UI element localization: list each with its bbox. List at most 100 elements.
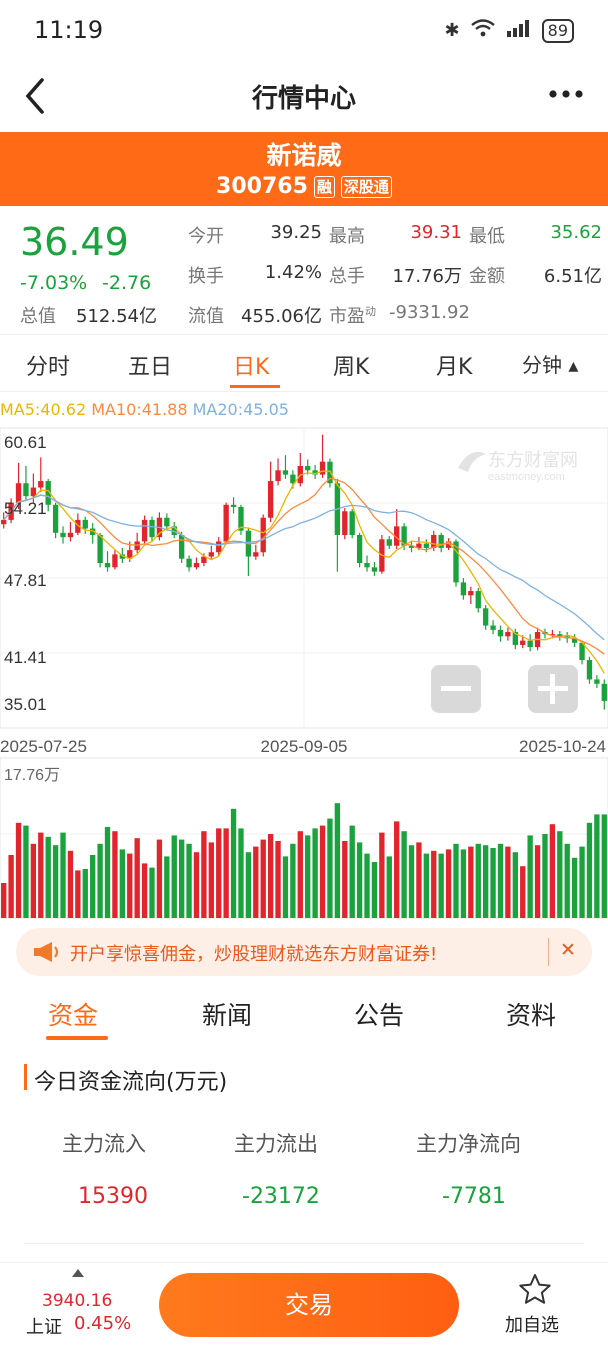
volume-bar: [579, 846, 585, 918]
candle: [1, 512, 7, 529]
candle: [282, 455, 289, 479]
quote-panel: 36.49 -7.03% -2.76 总值 512.54亿 今开 39.25 最…: [0, 206, 608, 334]
volume-bar: [394, 821, 400, 918]
volume-bar: [45, 836, 51, 918]
y-tick-label: 54.21: [4, 499, 47, 518]
turnover-label: 换手: [188, 266, 224, 287]
active-tab-underline: [230, 385, 280, 388]
candle: [238, 504, 244, 535]
pe-value: -9331.92: [389, 302, 470, 323]
y-tick-label: 60.61: [4, 433, 47, 452]
section-tab-underline: [46, 1036, 108, 1040]
candle: [557, 630, 563, 641]
volume-bar: [97, 843, 103, 918]
trade-button[interactable]: 交易: [159, 1273, 459, 1337]
volume-bar: [127, 853, 133, 918]
volume-bar: [82, 869, 88, 918]
x-tick-label: 2025-10-24: [519, 737, 606, 756]
volume-bar: [171, 835, 177, 918]
index-name[interactable]: 上证: [26, 1317, 62, 1338]
promo-text: 开户享惊喜佣金，炒股理财就选东方财富证券!: [70, 944, 438, 965]
tab-funds[interactable]: 资金: [48, 1001, 99, 1030]
candle: [527, 634, 533, 652]
volume-bar: [312, 828, 318, 918]
candle: [579, 640, 585, 665]
tab-five-day[interactable]: 五日: [128, 355, 173, 380]
volume-bar: [156, 839, 163, 918]
more-dots-icon: [549, 90, 583, 98]
volume-bar: [342, 841, 348, 918]
volume-bar: [104, 827, 111, 918]
candle: [38, 457, 44, 492]
ma20-label: MA20:45.05: [192, 400, 289, 419]
zoom-out-button[interactable]: [431, 665, 481, 713]
add-watchlist-label[interactable]: 加自选: [505, 1315, 559, 1336]
ma-legend: MA5:40.62 MA10:41.88 MA20:45.05: [0, 400, 289, 419]
tab-monthly-k[interactable]: 月K: [436, 355, 473, 380]
candle: [334, 478, 341, 572]
watermark-en: eastmoney.com: [488, 471, 565, 483]
tab-news[interactable]: 新闻: [202, 1001, 253, 1030]
promo-banner[interactable]: 开户享惊喜佣金，炒股理财就选东方财富证券! ✕: [16, 928, 592, 976]
tab-weekly-k[interactable]: 周K: [333, 355, 370, 380]
tab-minute[interactable]: 分钟 ▴: [522, 353, 579, 377]
volume-value: 17.76万: [392, 266, 462, 287]
volume-frame: [0, 757, 608, 919]
ma-lines: [3, 470, 605, 674]
kline-chart[interactable]: 东方财富网 eastmoney.com 60.61 54.21 47.81 41.41…: [0, 424, 608, 920]
volume-bar: [549, 824, 556, 918]
stock-name: 新诺威: [266, 141, 342, 170]
candle: [178, 531, 185, 564]
tab-daily-k[interactable]: 日K: [233, 355, 270, 380]
volume-bar: [282, 856, 289, 918]
candle: [164, 513, 170, 531]
volume-bar: [497, 843, 504, 918]
volume-bar: [23, 825, 29, 918]
status-bar: 11:19 ✱ 89: [0, 0, 608, 60]
pe-label: 市盈动: [329, 305, 376, 327]
promo-divider: [548, 938, 549, 966]
star-icon[interactable]: [518, 1273, 552, 1305]
back-button[interactable]: [20, 76, 50, 125]
connect-tag: 深股通: [340, 175, 392, 198]
candle: [468, 586, 474, 604]
volume-bar: [216, 828, 222, 918]
status-icons: ✱ 89: [445, 18, 574, 43]
volume-bar: [453, 843, 459, 918]
y-tick-label: 41.41: [4, 648, 47, 667]
candle: [356, 532, 363, 568]
tab-profile[interactable]: 资料: [506, 1001, 557, 1030]
volume-bar: [178, 839, 185, 918]
candle: [230, 497, 237, 514]
candle: [386, 536, 392, 549]
volume-bar: [75, 870, 81, 918]
candle: [104, 551, 111, 572]
volume-bar: [445, 849, 452, 918]
margin-tag: 融: [313, 175, 335, 198]
tab-intraday[interactable]: 分时: [26, 355, 71, 380]
volume-bar: [505, 846, 511, 918]
back-arrow-icon: [25, 78, 44, 114]
index-percent[interactable]: 0.45%: [74, 1313, 132, 1334]
volume-bar: [319, 825, 326, 918]
candle: [141, 515, 148, 546]
volume-bar: [594, 814, 600, 918]
promo-close-button[interactable]: ✕: [560, 939, 576, 961]
bluetooth-icon: ✱: [444, 20, 460, 41]
period-tabs: 分时 五日 日K 周K 月K 分钟 ▴: [0, 334, 608, 392]
more-menu-button[interactable]: [548, 74, 584, 122]
zoom-in-button[interactable]: [528, 665, 578, 713]
candle: [497, 625, 504, 642]
index-value[interactable]: 3940.16: [42, 1291, 113, 1311]
candle: [75, 513, 81, 535]
y-tick-label: 47.81: [4, 571, 47, 590]
bottom-bar: 3940.16 上证 0.45% 交易 加自选: [0, 1262, 608, 1345]
page-title: 行情中心: [251, 84, 356, 114]
netflow-value: -7781: [442, 1184, 506, 1209]
volume-bar: [267, 834, 274, 918]
inflow-label: 主力流入: [62, 1132, 146, 1156]
volume-bar: [230, 808, 237, 918]
tab-announcements[interactable]: 公告: [354, 1001, 405, 1030]
volume-bar: [542, 834, 548, 918]
current-price: 36.49: [20, 220, 129, 264]
